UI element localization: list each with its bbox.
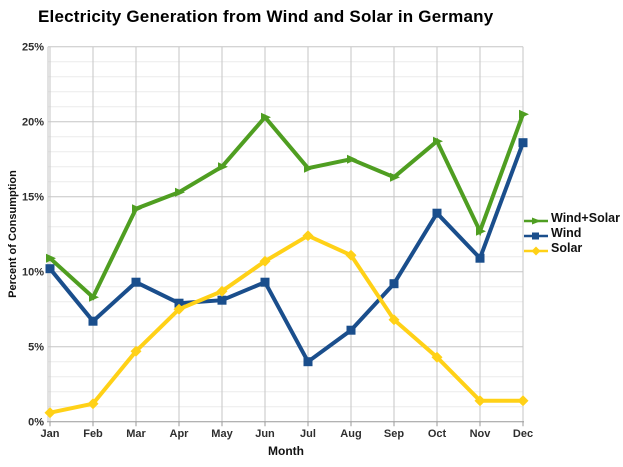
legend-label-solar: Solar: [551, 240, 583, 255]
marker-square: [432, 208, 442, 218]
legend-item-wind: Wind: [524, 225, 620, 240]
legend-marker-wind-icon: [524, 228, 548, 239]
y-tick-label: 15%: [22, 192, 44, 204]
x-tick-label: May: [211, 428, 233, 440]
marker-triangle: [46, 253, 56, 263]
marker-square: [518, 138, 528, 148]
marker-square: [260, 277, 270, 287]
x-tick-label: Jul: [300, 428, 316, 440]
x-tick-label: Jan: [41, 428, 60, 440]
legend-line-icon: [524, 217, 548, 224]
marker-diamond: [302, 230, 314, 242]
marker-square: [131, 277, 141, 287]
marker-diamond: [259, 255, 271, 267]
series-line-wind-solar: [48, 113, 525, 301]
marker-triangle: [390, 172, 400, 182]
marker-diamond: [87, 398, 99, 410]
x-tick-label: Jun: [255, 428, 275, 440]
legend-item-solar: Solar: [524, 240, 620, 255]
y-tick-label: 20%: [22, 117, 44, 129]
marker-square: [45, 264, 55, 274]
series-line-solar: [49, 233, 523, 415]
marker-diamond: [474, 395, 486, 407]
marker-square: [217, 295, 227, 305]
marker-triangle: [261, 112, 271, 122]
marker-triangle: [304, 163, 314, 173]
x-tick-label: Apr: [170, 428, 190, 440]
y-tick-label: 5%: [28, 342, 44, 354]
marker-square: [174, 298, 184, 308]
x-tick-label: Sep: [384, 428, 404, 440]
y-axis-title: Percent of Consumption: [7, 170, 19, 298]
x-tick-label: Feb: [83, 428, 103, 440]
x-axis-title: Month: [268, 444, 304, 458]
marker-triangle: [89, 292, 99, 302]
marker-square: [88, 316, 98, 326]
marker-triangle: [175, 187, 185, 197]
marker-square: [389, 279, 399, 289]
chart-title: Electricity Generation from Wind and Sol…: [38, 7, 494, 26]
legend-item-wind-solar: Wind+Solar: [524, 210, 620, 225]
legend: Wind+Solar Wind Solar: [524, 210, 620, 255]
legend-line-icon: [524, 246, 548, 255]
marker-triangle: [218, 162, 228, 172]
marker-diamond: [345, 249, 357, 261]
marker-triangle: [132, 204, 142, 214]
marker-triangle: [476, 226, 486, 236]
legend-marker-solar-icon: [524, 243, 548, 255]
marker-diamond: [216, 285, 228, 297]
y-tick-label: 0%: [28, 417, 44, 429]
x-tick-label: Nov: [470, 428, 492, 440]
marker-diamond: [130, 345, 142, 357]
x-tick-label: Oct: [428, 428, 447, 440]
legend-line-icon: [524, 232, 548, 239]
marker-diamond: [431, 351, 443, 363]
marker-diamond: [388, 314, 400, 326]
marker-triangle: [347, 154, 357, 164]
legend-marker-wind-solar-icon: [524, 213, 548, 224]
marker-diamond: [44, 407, 56, 419]
marker-square: [303, 357, 313, 367]
marker-triangle: [519, 109, 529, 119]
x-tick-label: Mar: [126, 428, 146, 440]
y-tick-label: 25%: [22, 42, 44, 54]
y-tick-label: 10%: [22, 267, 44, 279]
series-line-wind: [48, 142, 525, 365]
x-tick-label: Aug: [340, 428, 361, 440]
marker-square: [475, 253, 485, 263]
legend-label-wind-solar: Wind+Solar: [551, 210, 620, 225]
x-tick-label: Dec: [513, 428, 533, 440]
marker-triangle: [433, 136, 443, 146]
marker-diamond: [173, 303, 185, 315]
marker-diamond: [517, 395, 529, 407]
marker-square: [346, 325, 356, 335]
legend-label-wind: Wind: [551, 225, 582, 240]
